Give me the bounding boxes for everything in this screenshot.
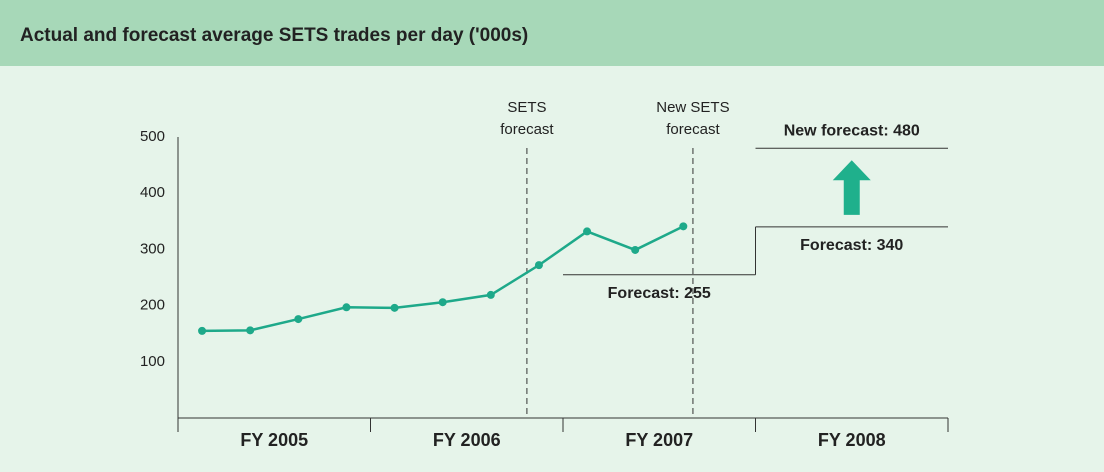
marker-label: SETS bbox=[507, 99, 546, 116]
x-tick-label: FY 2007 bbox=[625, 430, 693, 450]
data-point bbox=[390, 303, 399, 312]
y-tick-label: 300 bbox=[140, 240, 165, 257]
data-point bbox=[246, 326, 255, 335]
y-tick-label: 200 bbox=[140, 297, 165, 314]
x-tick-label: FY 2006 bbox=[433, 430, 501, 450]
marker-label: forecast bbox=[500, 121, 554, 138]
data-point bbox=[583, 227, 592, 236]
y-tick-label: 400 bbox=[140, 184, 165, 201]
y-tick-label: 100 bbox=[140, 353, 165, 370]
data-point bbox=[198, 326, 207, 335]
data-point bbox=[486, 290, 495, 299]
x-tick-label: FY 2008 bbox=[818, 430, 886, 450]
forecast-label: Forecast: 255 bbox=[608, 285, 711, 302]
data-point bbox=[631, 245, 640, 254]
forecast-label: Forecast: 340 bbox=[800, 237, 903, 254]
y-tick-label: 500 bbox=[140, 128, 165, 145]
data-point bbox=[534, 261, 543, 270]
chart-title: Actual and forecast average SETS trades … bbox=[20, 25, 528, 46]
data-point bbox=[294, 315, 303, 324]
forecast-label: New forecast: 480 bbox=[784, 122, 920, 139]
marker-label: forecast bbox=[666, 121, 720, 138]
marker-label: New SETS bbox=[656, 99, 729, 116]
header bbox=[0, 0, 1104, 66]
data-point bbox=[342, 303, 351, 312]
increase-arrow bbox=[832, 160, 871, 215]
data-point bbox=[438, 298, 447, 307]
x-tick-label: FY 2005 bbox=[240, 430, 308, 450]
data-point bbox=[679, 222, 688, 231]
